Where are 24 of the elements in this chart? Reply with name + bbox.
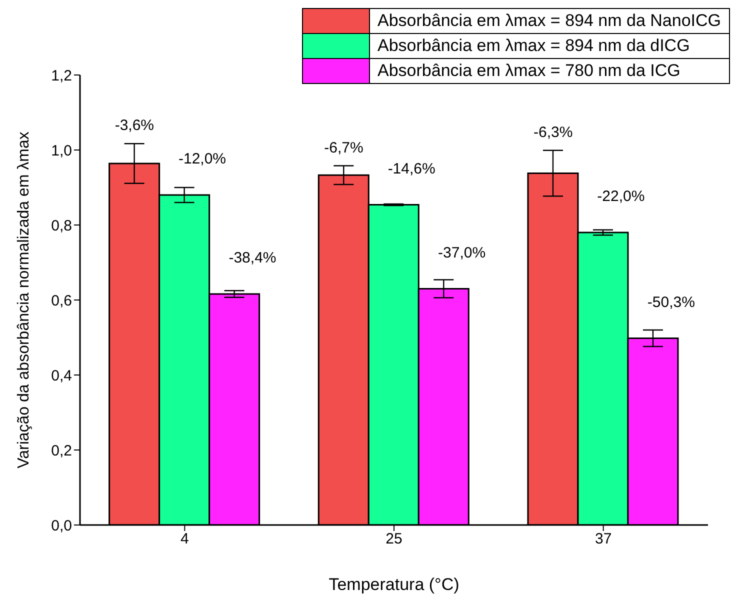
annotation: -50,3% xyxy=(647,294,695,311)
annotation: -6,7% xyxy=(324,139,364,156)
annotation: -3,6% xyxy=(114,117,154,134)
legend-label: Absorbância em λmax = 780 nm da ICG xyxy=(376,61,682,81)
y-tick-label: 0,6 xyxy=(51,292,72,310)
legend-label: Absorbância em λmax = 894 nm da dICG xyxy=(376,36,691,56)
y-tick-label: 0,0 xyxy=(51,517,72,534)
x-axis-title: Temperatura (°C) xyxy=(328,575,460,594)
annotation: -22,0% xyxy=(597,188,645,205)
annotation: -38,4% xyxy=(228,250,276,266)
y-tick-label: 0,4 xyxy=(51,367,72,384)
annotation: -6,3% xyxy=(534,124,573,141)
x-tick-label: 25 xyxy=(386,530,402,548)
x-tick-label: 4 xyxy=(180,530,189,548)
annotation: -14,6% xyxy=(388,160,436,178)
x-tick-label: 37 xyxy=(594,530,612,548)
y-tick-label: 1,0 xyxy=(51,142,72,160)
annotation: -37,0% xyxy=(438,244,486,262)
annotation: -12,0% xyxy=(178,150,226,168)
y-axis-title: Variação da absorbância normalizada em λmax xyxy=(16,132,32,468)
y-tick-label: 0,2 xyxy=(51,442,72,460)
legend-label: Absorbância em λmax = 894 nm da NanoICG xyxy=(376,11,722,31)
y-tick-label: 1,2 xyxy=(51,67,72,84)
y-tick-label: 0,8 xyxy=(51,217,72,234)
